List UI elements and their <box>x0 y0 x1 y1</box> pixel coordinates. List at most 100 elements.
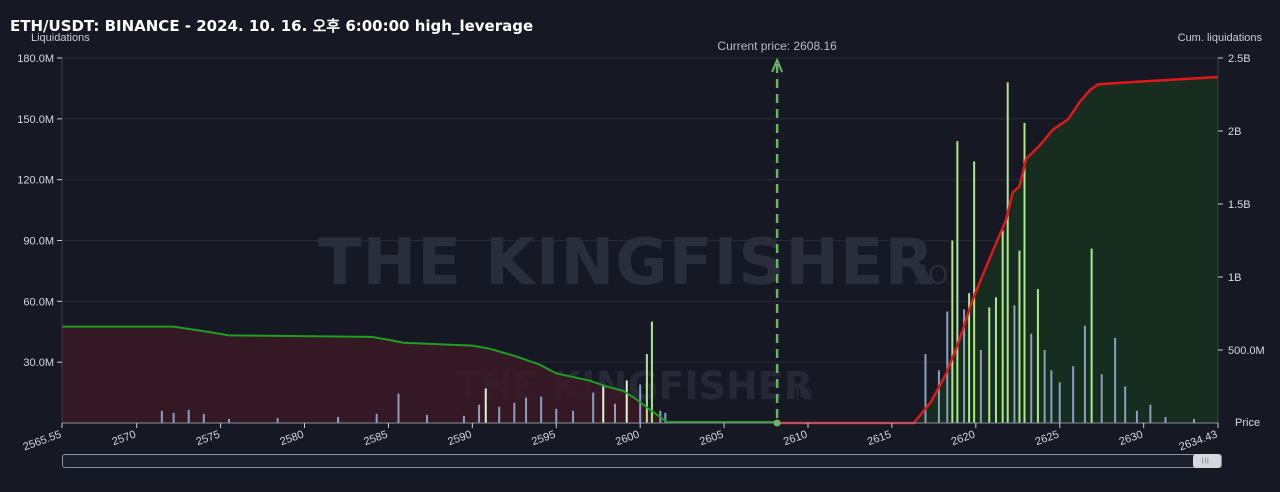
x-tick-label-4: 2585 <box>362 429 389 449</box>
liquidation-bar-35 <box>973 161 976 423</box>
x-tick-label-10: 2615 <box>866 429 893 449</box>
liquidation-bar-20 <box>602 386 605 423</box>
x-tick-label-9: 2610 <box>782 429 809 449</box>
liquidation-bar-30 <box>946 311 949 423</box>
liquidation-bar-31 <box>951 240 954 423</box>
x-tick-label-8: 2605 <box>698 429 725 449</box>
liquidation-bar-33 <box>963 309 966 423</box>
liquidation-bar-5 <box>276 417 279 423</box>
liquidation-bar-16 <box>540 396 543 423</box>
liquidation-bar-56 <box>1149 404 1152 423</box>
x-tick-label-7: 2600 <box>614 429 641 449</box>
liquidation-bar-54 <box>1124 386 1127 423</box>
x-tick-label-1: 2570 <box>111 429 138 449</box>
liquidation-bar-8 <box>397 393 400 423</box>
liquidation-bar-47 <box>1050 370 1053 423</box>
liquidation-bar-28 <box>924 354 927 423</box>
liquidation-bar-6 <box>337 416 340 423</box>
current-price-dot <box>773 419 781 427</box>
x-tick-label-6: 2595 <box>530 429 557 449</box>
watermark-text-large: THE KINGFISHER <box>318 226 935 300</box>
liquidation-bar-23 <box>639 384 642 423</box>
liquidation-bar-52 <box>1100 374 1103 423</box>
liquidation-bar-12 <box>484 388 487 423</box>
liquidation-bar-29 <box>937 370 940 423</box>
liquidation-bar-19 <box>592 392 595 423</box>
y-tick-label-0: 30.0M <box>23 357 54 369</box>
liquidation-bar-17 <box>555 408 558 423</box>
liquidation-bar-11 <box>478 404 481 423</box>
liquidation-bar-36 <box>979 350 982 423</box>
liquidation-bars <box>160 82 1196 423</box>
liquidation-bar-51 <box>1090 248 1093 423</box>
liquidation-bar-49 <box>1072 366 1075 423</box>
scrollbar-handle[interactable]: ||| <box>1193 454 1221 468</box>
long-cumulative-area <box>777 76 1218 423</box>
x-tick-label-14: 2634.43 <box>1178 429 1219 454</box>
short-cumulative-line <box>62 325 670 424</box>
range-scrollbar[interactable]: ||| <box>62 454 1222 468</box>
chart-title: ETH/USDT: BINANCE - 2024. 10. 16. 오후 6:0… <box>10 17 534 35</box>
liquidation-bar-25 <box>650 321 653 423</box>
current-price-arrow <box>771 57 784 73</box>
short-cumulative-area <box>62 326 669 423</box>
y-tick-label-4: 150.0M <box>17 114 54 126</box>
x-tick-label-0: 2565.55 <box>22 429 63 454</box>
x-tick-label-3: 2580 <box>278 429 305 449</box>
right-axis-title: Cum. liquidations <box>1177 32 1262 44</box>
x-tick-label-11: 2620 <box>950 429 977 449</box>
long-cumulative-line <box>777 75 1219 425</box>
liquidation-bar-15 <box>525 397 528 423</box>
y2-tick-label-4: 2.5B <box>1228 53 1251 65</box>
x-tick-label-5: 2590 <box>446 429 473 449</box>
y-tick-label-2: 90.0M <box>23 236 54 248</box>
x-axis-label: Price <box>1235 417 1260 429</box>
liquidation-bar-34 <box>968 293 971 423</box>
x-tick-label-12: 2625 <box>1034 429 1061 449</box>
liquidation-bar-22 <box>625 380 628 423</box>
liquidation-bar-9 <box>426 414 429 423</box>
y2-tick-label-2: 1.5B <box>1228 199 1251 211</box>
y-tick-label-5: 180.0M <box>17 53 54 65</box>
liquidation-bar-42 <box>1018 250 1021 423</box>
liquidation-bar-2 <box>187 409 190 423</box>
liquidation-bar-41 <box>1013 305 1016 423</box>
liquidation-bar-55 <box>1135 410 1138 423</box>
liquidation-bar-53 <box>1114 337 1117 423</box>
y2-tick-label-1: 1B <box>1228 272 1241 284</box>
liquidation-bar-38 <box>994 297 997 423</box>
liquidation-bar-0 <box>160 410 163 423</box>
liquidation-bar-7 <box>375 413 378 423</box>
x-tick-label-13: 2630 <box>1118 429 1145 449</box>
liquidation-bar-32 <box>956 141 959 423</box>
y2-tick-label-0: 500.0M <box>1228 345 1265 357</box>
liquidation-bar-50 <box>1083 325 1086 423</box>
current-price-marker: Current price: 2608.16 <box>717 39 837 427</box>
liquidation-bar-1 <box>172 412 175 423</box>
liquidation-bar-45 <box>1036 289 1039 423</box>
cumulative-lines <box>62 75 1219 425</box>
liquidation-bar-40 <box>1006 82 1009 423</box>
watermark-suffix-small: .IO <box>790 384 812 403</box>
cumulative-areas <box>62 76 1218 423</box>
liquidation-bar-3 <box>202 413 205 423</box>
y-tick-label-3: 120.0M <box>17 175 54 187</box>
liquidation-bar-10 <box>462 415 465 423</box>
liquidation-bar-24 <box>645 354 648 423</box>
liquidation-bar-21 <box>613 403 616 423</box>
grip-icon: ||| <box>1202 458 1210 464</box>
liquidation-bar-37 <box>988 307 991 423</box>
liquidation-bar-43 <box>1023 122 1026 423</box>
liquidation-bar-14 <box>513 402 516 423</box>
y2-tick-label-3: 2B <box>1228 126 1241 138</box>
liquidation-bar-48 <box>1058 382 1061 423</box>
y-tick-label-1: 60.0M <box>23 296 54 308</box>
liquidation-bar-13 <box>498 406 501 423</box>
liquidation-bar-4 <box>227 418 230 423</box>
liquidation-bar-46 <box>1043 350 1046 423</box>
liquidation-bar-27 <box>664 412 667 423</box>
liquidation-bar-44 <box>1030 333 1033 423</box>
liquidation-bar-58 <box>1193 418 1196 423</box>
liquidation-bar-57 <box>1164 416 1167 423</box>
